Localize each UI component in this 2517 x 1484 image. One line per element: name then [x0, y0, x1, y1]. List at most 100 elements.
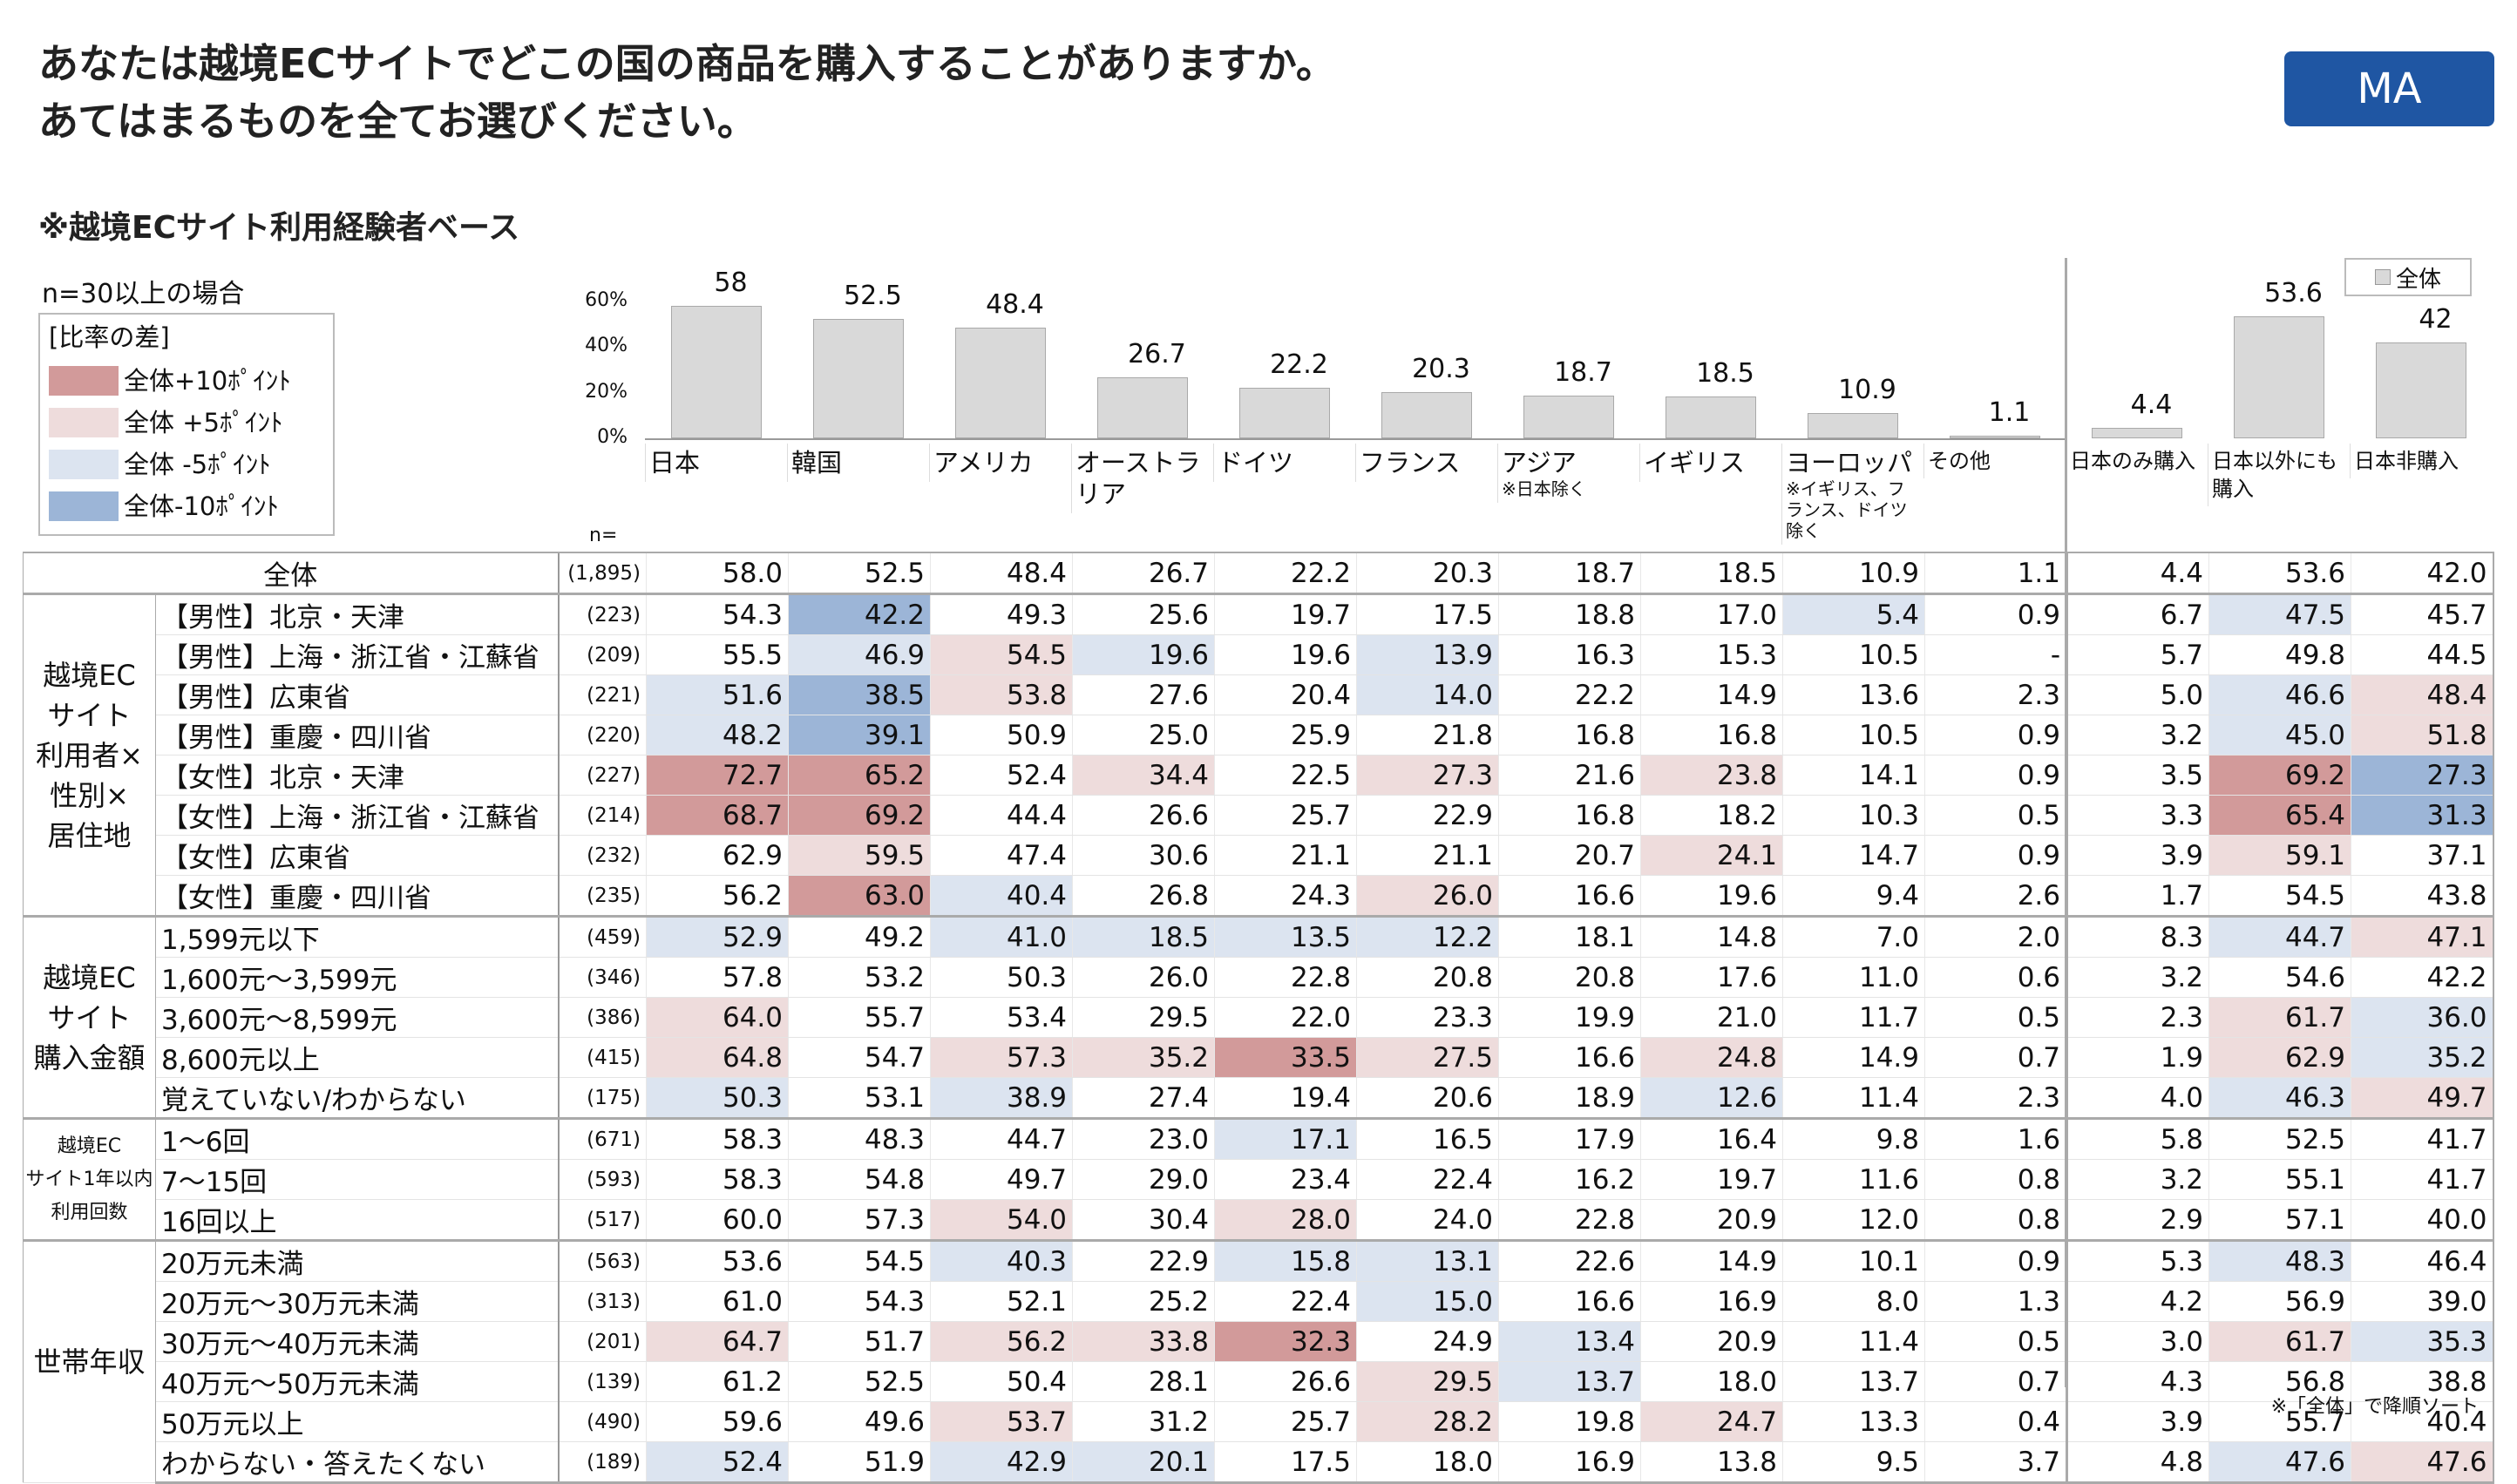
table-cell: 16.6 [1498, 1281, 1641, 1322]
column-header: アジア ※日本除く [1497, 444, 1639, 503]
table-cell: 3.9 [2066, 1401, 2209, 1442]
table-cell: 11.7 [1782, 997, 1925, 1038]
table-cell: 68.7 [646, 795, 789, 836]
table-cell: 51.6 [646, 674, 789, 715]
table-cell: 11.6 [1782, 1159, 1925, 1200]
table-cell: 28.2 [1356, 1401, 1499, 1442]
table-cell: 25.2 [1072, 1281, 1215, 1322]
table-cell: 49.7 [2351, 1077, 2494, 1119]
table-row: 1,600元～3,599元 (346) 57.8 53.2 50.3 26.0 22.8 20… [24, 957, 2494, 998]
bar-value-label: 10.9 [1838, 375, 1896, 406]
legend-item: 全体+10ﾎﾟｲﾝﾄ [49, 360, 324, 402]
table-cell: 27.4 [1072, 1077, 1215, 1119]
table-cell: 21.8 [1356, 715, 1499, 756]
table-cell: 5.3 [2066, 1239, 2209, 1282]
sample-size: (313) [557, 1281, 647, 1322]
table-cell: 41.7 [2351, 1159, 2494, 1200]
table-cell: 1.7 [2066, 875, 2209, 917]
table-cell: 19.7 [1214, 593, 1357, 635]
row-label: 【男性】上海・浙江省・江蘇省 [155, 634, 559, 675]
table-cell: 23.4 [1214, 1159, 1357, 1200]
table-cell: 55.7 [2208, 1401, 2351, 1442]
column-note: ※日本除く [1502, 478, 1586, 499]
table-cell: 55.1 [2208, 1159, 2351, 1200]
table-cell: 46.9 [788, 634, 931, 675]
table-cell: 3.0 [2066, 1321, 2209, 1362]
column-header: その他 [1923, 444, 2066, 478]
table-cell: 9.4 [1782, 875, 1925, 917]
table-cell: 45.7 [2351, 593, 2494, 635]
table-cell: 22.2 [1498, 674, 1641, 715]
table-cell: 16.3 [1498, 634, 1641, 675]
table-cell: 18.5 [1072, 915, 1215, 958]
table-cell: 19.6 [1214, 634, 1357, 675]
table-cell: 0.8 [1924, 1199, 2067, 1241]
table-cell: 24.3 [1214, 875, 1357, 917]
n-condition-note: n=30以上の場合 [42, 279, 245, 309]
table-cell: 56.8 [2208, 1361, 2351, 1402]
row-label: 7～15回 [155, 1159, 559, 1200]
table-cell: 3.9 [2066, 835, 2209, 876]
bar-value-label: 20.3 [1412, 353, 1470, 384]
row-label: 1～6回 [155, 1117, 559, 1160]
table-cell: 25.6 [1072, 593, 1215, 635]
table-cell: 17.6 [1640, 957, 1783, 998]
bar-value-label: 4.4 [2130, 390, 2173, 421]
sample-size: (459) [557, 915, 647, 958]
table-cell: 16.5 [1356, 1117, 1499, 1160]
table-cell: 46.4 [2351, 1239, 2494, 1282]
table-cell: 48.4 [930, 552, 1073, 594]
table-cell: 16.8 [1498, 795, 1641, 836]
table-cell: 13.3 [1782, 1401, 1925, 1442]
table-cell: 11.4 [1782, 1077, 1925, 1119]
row-label: 【男性】北京・天津 [155, 593, 559, 635]
bar-value-label: 52.5 [844, 280, 902, 311]
table-cell: 69.2 [788, 795, 931, 836]
table-cell: 53.2 [788, 957, 931, 998]
table-cell: 0.9 [1924, 715, 2067, 756]
table-cell: 10.3 [1782, 795, 1925, 836]
group-label: 越境EC サイト 購入金額 [23, 915, 156, 1119]
table-cell: 5.4 [1782, 593, 1925, 635]
table-cell: 10.5 [1782, 715, 1925, 756]
table-cell: 3.5 [2066, 755, 2209, 796]
row-label: 16回以上 [155, 1199, 559, 1241]
table-cell: 26.6 [1072, 795, 1215, 836]
row-label: 【女性】北京・天津 [155, 755, 559, 796]
table-cell: - [1924, 634, 2067, 675]
table-cell: 22.8 [1214, 957, 1357, 998]
table-cell: 14.0 [1356, 674, 1499, 715]
table-cell: 57.3 [788, 1199, 931, 1241]
table-cell: 40.4 [2351, 1401, 2494, 1442]
table-cell: 33.5 [1214, 1037, 1357, 1078]
table-cell: 21.6 [1498, 755, 1641, 796]
bar [1950, 436, 2040, 438]
table-cell: 4.0 [2066, 1077, 2209, 1119]
table-cell: 20.9 [1640, 1199, 1783, 1241]
table-cell: 21.0 [1640, 997, 1783, 1038]
table-row: 20万元～30万元未満 (313) 61.0 54.3 52.1 25.2 22.4 15.0… [24, 1281, 2494, 1322]
table-cell: 47.4 [930, 835, 1073, 876]
row-label: 8,600元以上 [155, 1037, 559, 1078]
table-cell: 2.9 [2066, 1199, 2209, 1241]
row-label: 1,599元以下 [155, 915, 559, 958]
table-cell: 0.5 [1924, 1321, 2067, 1362]
table-cell: 11.4 [1782, 1321, 1925, 1362]
table-cell: 57.8 [646, 957, 789, 998]
table-cell: 50.4 [930, 1361, 1073, 1402]
table-cell: 23.3 [1356, 997, 1499, 1038]
table-cell: 18.1 [1498, 915, 1641, 958]
table-cell: 41.0 [930, 915, 1073, 958]
table-cell: 5.7 [2066, 634, 2209, 675]
table-cell: 20.1 [1072, 1441, 1215, 1484]
table-cell: 0.5 [1924, 997, 2067, 1038]
table-cell: 32.3 [1214, 1321, 1357, 1362]
table-cell: 2.0 [1924, 915, 2067, 958]
column-header: ヨーロッパ ※イギリス、フランス、ドイツ除く [1781, 444, 1923, 545]
sample-size: (563) [557, 1239, 647, 1282]
table-cell: 59.1 [2208, 835, 2351, 876]
column-name: アメリカ [933, 448, 1034, 478]
table-cell: 38.8 [2351, 1361, 2494, 1402]
table-cell: 42.0 [2351, 552, 2494, 594]
table-cell: 0.7 [1924, 1037, 2067, 1078]
